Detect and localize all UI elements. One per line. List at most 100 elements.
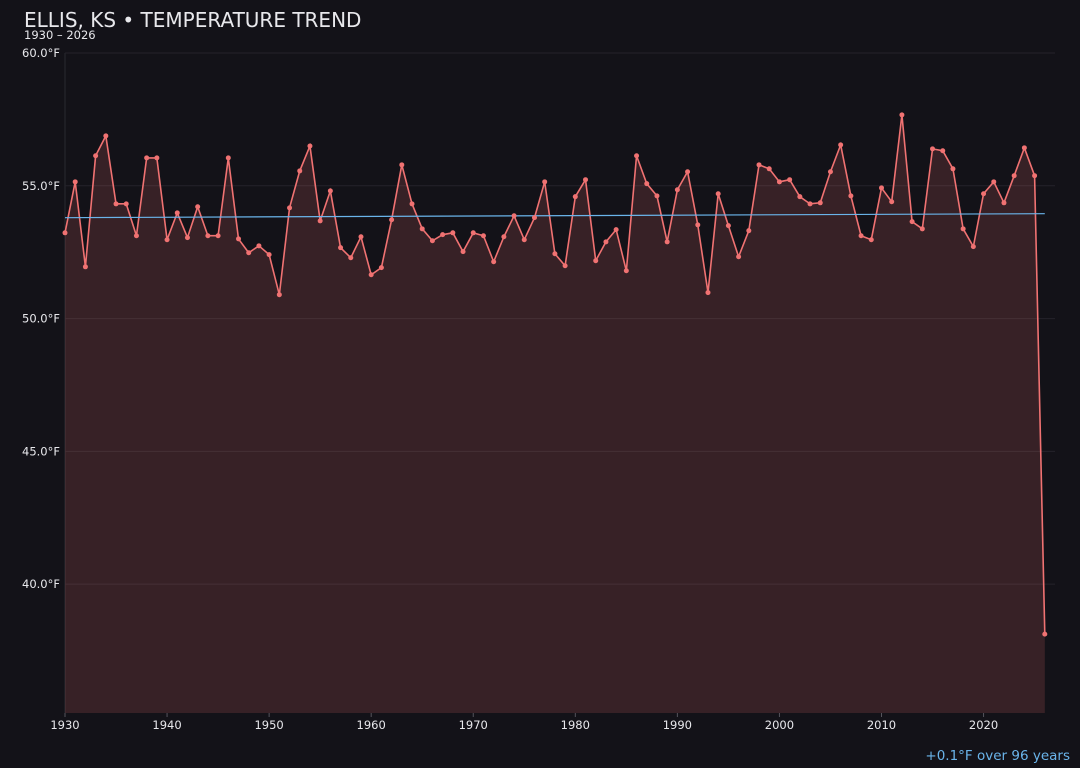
point (215, 233, 221, 239)
point (501, 234, 507, 240)
point (154, 155, 160, 161)
point (817, 200, 823, 206)
point (164, 237, 170, 243)
point (664, 239, 670, 245)
point (807, 201, 813, 207)
x-tick-label: 1970 (459, 718, 488, 732)
point (450, 230, 456, 236)
point (491, 259, 497, 265)
point (470, 230, 476, 236)
point (940, 148, 946, 154)
point (1001, 200, 1007, 206)
point (623, 268, 629, 274)
point (685, 169, 691, 175)
point (634, 153, 640, 159)
point (736, 254, 742, 260)
point (113, 201, 119, 207)
point (542, 179, 548, 185)
point (613, 227, 619, 233)
chart-title: ELLIS, KS • TEMPERATURE TREND (24, 8, 361, 32)
point (327, 188, 333, 194)
point (225, 155, 231, 161)
point (1011, 173, 1017, 179)
point (338, 245, 344, 251)
point (82, 264, 88, 270)
point (460, 249, 466, 255)
point (797, 194, 803, 200)
point (378, 265, 384, 271)
point (725, 223, 731, 229)
point (358, 234, 364, 240)
point (603, 239, 609, 245)
annotation: +0.1°F over 96 years (925, 748, 1070, 764)
point (317, 218, 323, 224)
point (746, 228, 752, 234)
point (572, 194, 578, 200)
point (930, 146, 936, 152)
point (480, 233, 486, 239)
point (787, 177, 793, 183)
point (184, 235, 190, 241)
point (1032, 173, 1038, 179)
point (123, 201, 129, 207)
point (1021, 145, 1027, 151)
point (899, 112, 905, 118)
point (838, 142, 844, 148)
point (654, 193, 660, 199)
point (195, 204, 201, 210)
point (909, 219, 915, 225)
point (960, 226, 966, 232)
point (133, 233, 139, 239)
point (307, 143, 313, 149)
x-tick-label: 2010 (867, 718, 896, 732)
point (368, 272, 374, 278)
point (715, 191, 721, 197)
y-tick-label: 45.0°F (22, 444, 60, 458)
point (103, 133, 109, 139)
point (266, 252, 272, 258)
point (440, 232, 446, 238)
point (695, 222, 701, 228)
point (1042, 631, 1048, 637)
y-tick-label: 60.0°F (22, 46, 60, 60)
point (583, 177, 589, 183)
x-tick-label: 1980 (561, 718, 590, 732)
point (511, 213, 517, 219)
point (399, 162, 405, 168)
x-tick-label: 1990 (663, 718, 692, 732)
point (950, 166, 956, 172)
point (236, 236, 242, 242)
point (756, 162, 762, 168)
point (205, 233, 211, 239)
point (409, 201, 415, 207)
point (878, 185, 884, 191)
x-tick-label: 1950 (254, 718, 283, 732)
x-tick-label: 1960 (357, 718, 386, 732)
point (389, 217, 395, 223)
point (674, 187, 680, 193)
point (521, 237, 527, 243)
point (562, 263, 568, 269)
point (776, 179, 782, 185)
point (429, 238, 435, 244)
y-tick-label: 40.0°F (22, 577, 60, 591)
point (72, 179, 78, 185)
y-tick-label: 55.0°F (22, 179, 60, 193)
point (552, 251, 558, 257)
point (93, 153, 99, 159)
point (287, 205, 293, 211)
point (297, 168, 303, 174)
chart-subtitle: 1930 – 2026 (24, 28, 96, 42)
point (256, 243, 262, 249)
point (174, 210, 180, 216)
point (705, 290, 711, 296)
point (348, 255, 354, 261)
point (246, 250, 252, 256)
point (868, 237, 874, 243)
point (62, 230, 68, 236)
point (644, 181, 650, 187)
point (593, 258, 599, 264)
point (889, 199, 895, 205)
